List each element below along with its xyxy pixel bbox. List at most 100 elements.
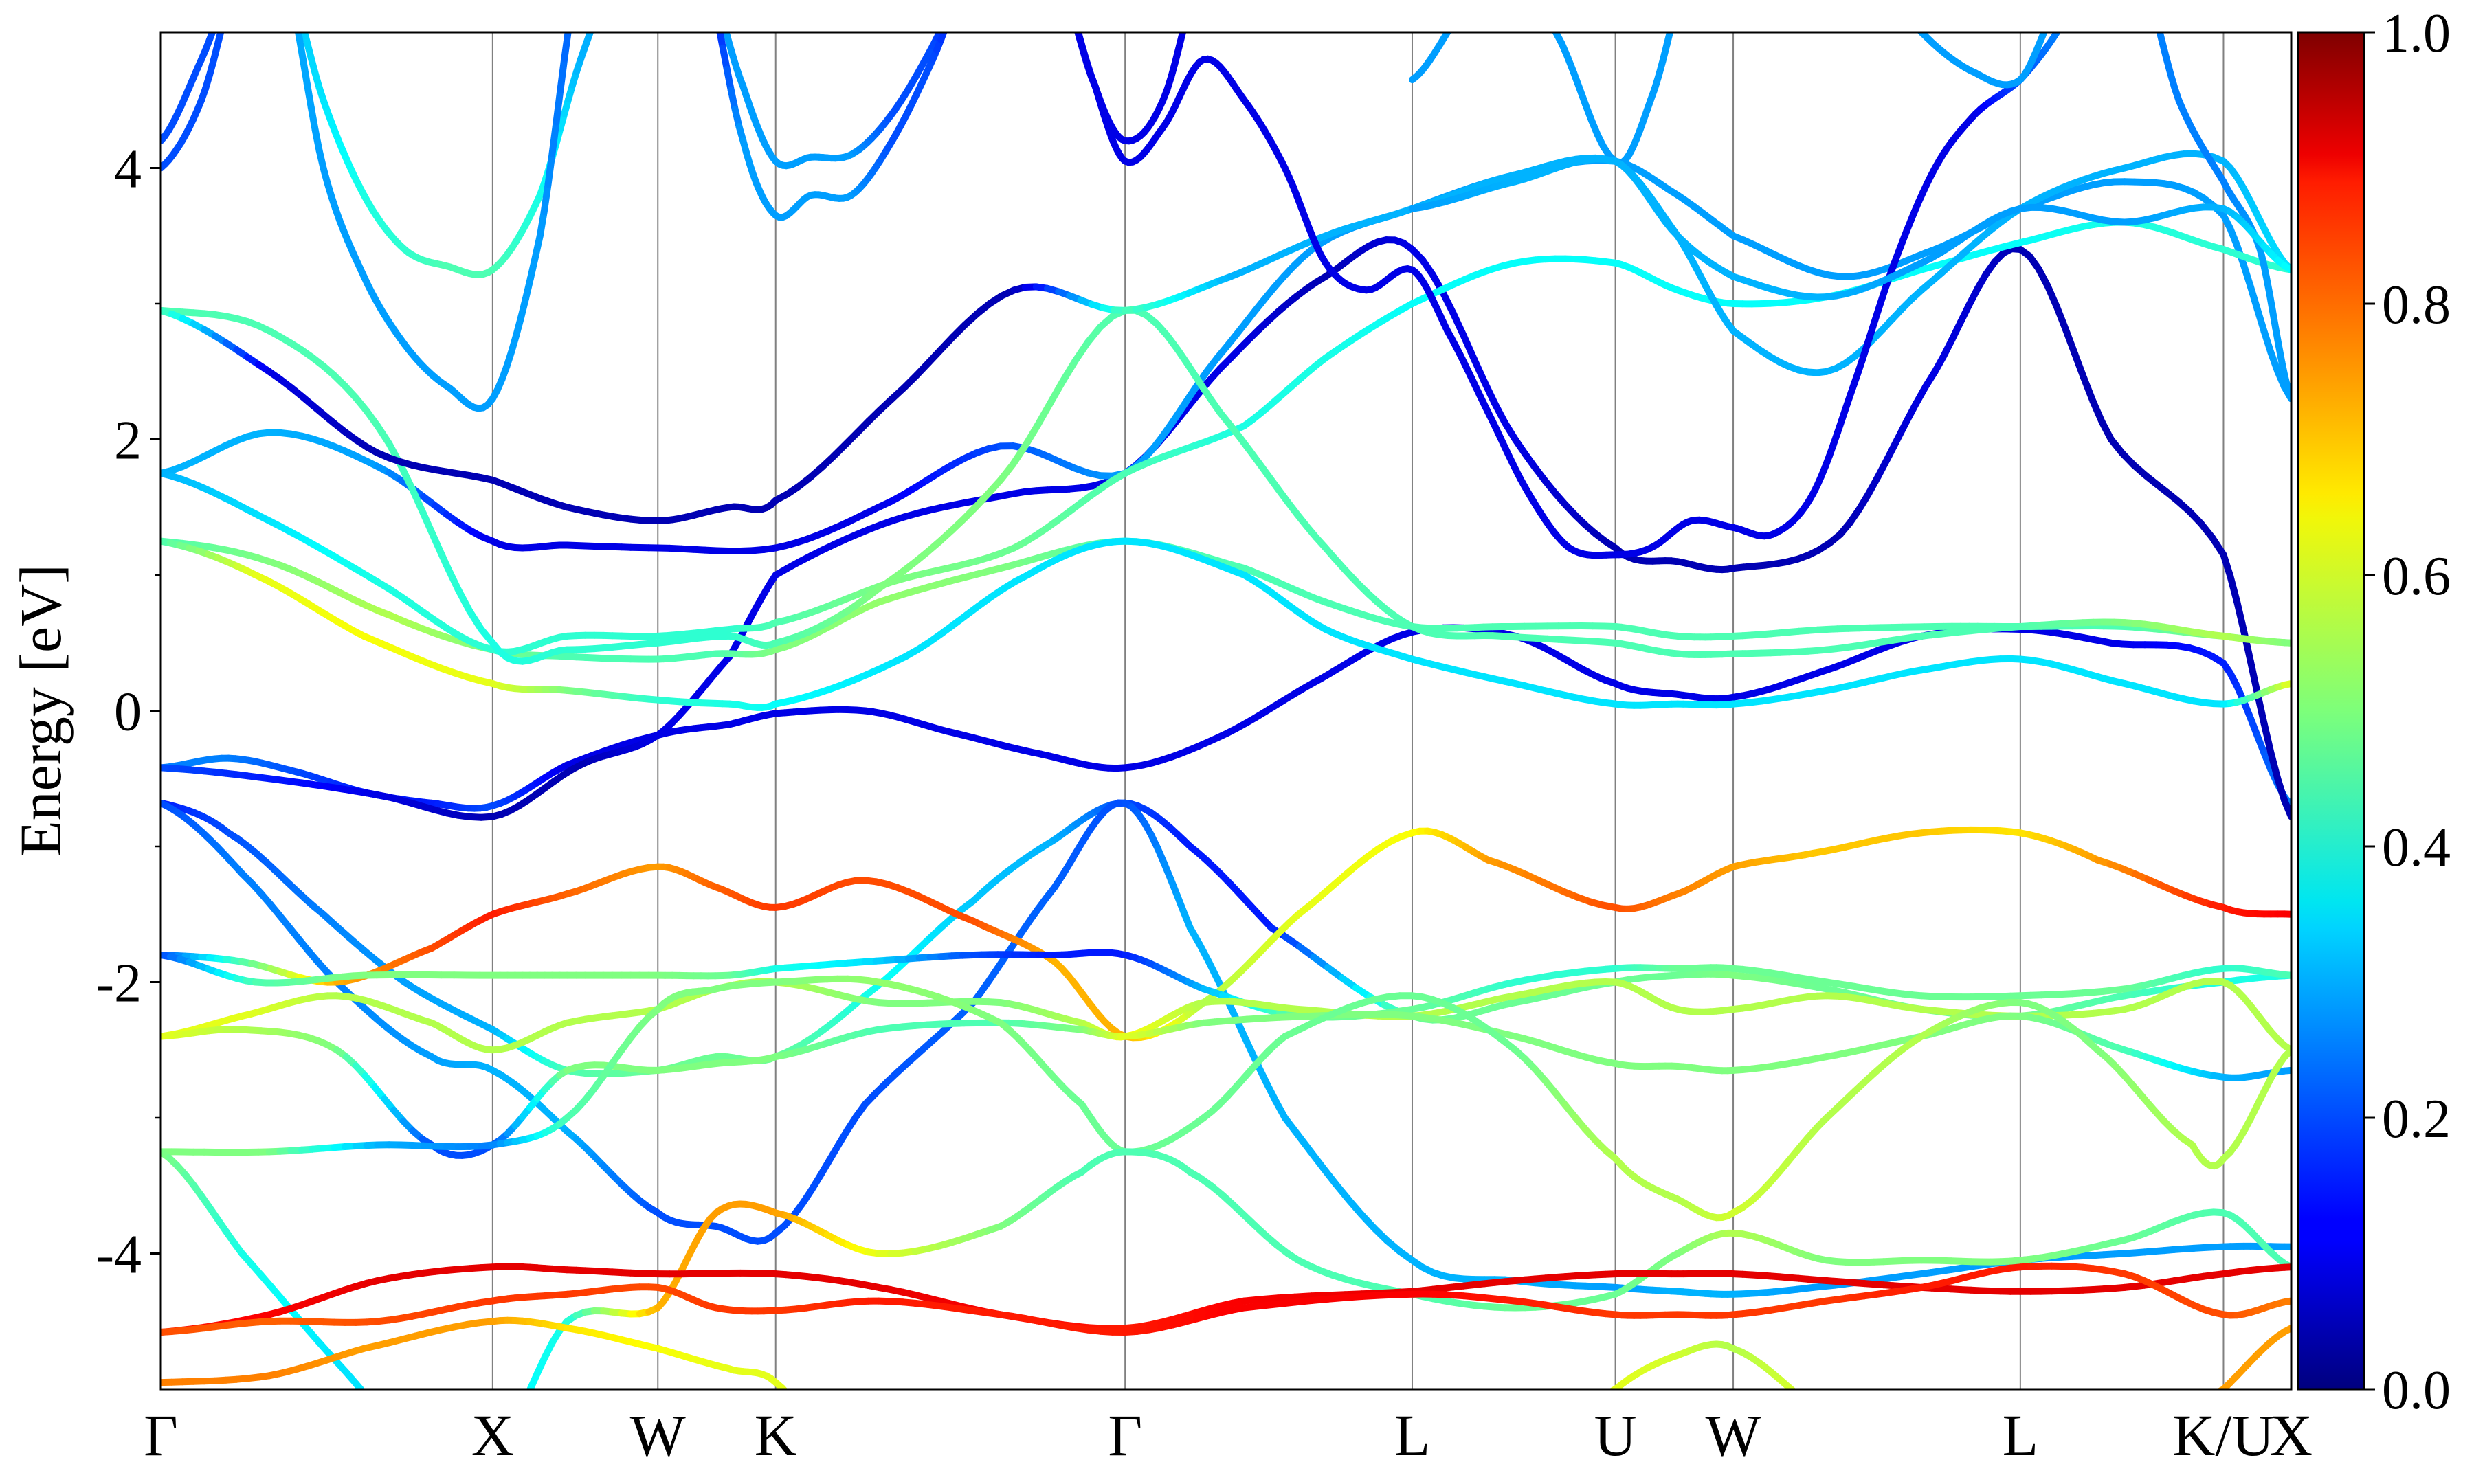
band-line <box>161 150 2291 524</box>
band-segment <box>1884 1445 1893 1448</box>
band-segment <box>1294 1131 1314 1155</box>
band-segment <box>601 0 605 3</box>
band-segment <box>879 1459 886 1461</box>
band-segment <box>1281 1114 1302 1138</box>
band-segment <box>2090 1457 2097 1460</box>
band-segment <box>719 44 731 73</box>
band-segment <box>2247 657 2261 697</box>
band-segment <box>716 32 726 52</box>
band-segment <box>422 1452 432 1457</box>
band-segment <box>597 3 601 14</box>
band-line <box>161 1262 2291 1336</box>
band-segment <box>1864 1437 1874 1441</box>
band-segment <box>872 1461 879 1462</box>
band-segment <box>1941 1460 1951 1461</box>
high-symmetry-lines <box>491 32 2225 1389</box>
band-segment <box>1827 1417 1836 1422</box>
band-segment <box>1047 377 1067 407</box>
band-segment <box>2274 775 2288 804</box>
band-segment <box>394 1426 403 1436</box>
band-segment <box>1798 1395 1808 1403</box>
band-segment <box>1495 1460 1505 1461</box>
band-segment <box>593 14 597 25</box>
band-segment <box>1884 436 1901 462</box>
band-segment <box>2281 971 2291 979</box>
band-segment <box>1034 399 1054 429</box>
band-segment <box>443 561 462 593</box>
band-segment <box>1234 1018 1251 1046</box>
band-segment <box>2260 720 2275 756</box>
band-segment <box>1991 1458 2001 1459</box>
band-segment <box>715 0 719 7</box>
band-segment <box>939 32 943 33</box>
band-segment <box>885 1459 892 1460</box>
band-segment <box>1535 1441 1546 1448</box>
band-segment <box>561 32 572 63</box>
band-segment <box>2053 303 2069 333</box>
band-segment <box>527 254 539 282</box>
band-segment <box>845 1460 851 1462</box>
band-segment <box>291 0 295 14</box>
band-segment <box>1262 1078 1279 1104</box>
band-segment <box>719 7 723 21</box>
band-segment <box>585 32 594 40</box>
band-segment <box>1491 399 1508 427</box>
band-segment <box>2267 749 2282 783</box>
band-segment <box>222 12 226 28</box>
band-segment <box>2281 1297 2291 1306</box>
band-line <box>161 537 2291 663</box>
band-segment <box>838 1457 845 1460</box>
band-segment <box>1921 1457 1931 1459</box>
band-segment <box>1071 339 1091 364</box>
band-line <box>161 306 2291 665</box>
band-segment <box>1188 0 1192 14</box>
band-line <box>161 537 2291 711</box>
band-line <box>161 624 2291 812</box>
band-segment <box>1460 332 1478 363</box>
band-segment <box>307 104 319 134</box>
band-line <box>161 1316 2291 1463</box>
band-segment <box>299 56 311 87</box>
band-line <box>161 157 2291 554</box>
band-segment <box>2071 350 2088 382</box>
band-segment <box>945 10 949 20</box>
band-segment <box>213 32 214 33</box>
band-segment <box>566 32 570 33</box>
band-segment <box>2233 598 2247 635</box>
band-segment <box>1555 1426 1565 1434</box>
band-segment <box>2080 374 2097 405</box>
band-line <box>161 0 1192 278</box>
band-segment <box>2220 551 2234 580</box>
band-segment <box>1893 418 1910 444</box>
band-segment <box>2281 680 2291 688</box>
band-segment <box>2281 639 2291 647</box>
band-segment <box>1067 0 1071 8</box>
band-segment <box>468 1470 474 1472</box>
band-segment <box>788 1395 794 1403</box>
band-segment <box>403 1436 413 1444</box>
band-segment <box>1243 1038 1260 1066</box>
band-segment <box>413 1444 423 1451</box>
band-segment <box>711 0 715 8</box>
band-segment <box>384 1417 394 1427</box>
band-segment <box>1306 1147 1327 1171</box>
band-segment <box>553 86 564 126</box>
band-segment <box>1443 1459 1453 1461</box>
band-segment <box>2240 262 2254 291</box>
band-line <box>161 236 2291 821</box>
band-line <box>161 949 2291 1021</box>
band-segment <box>311 126 323 155</box>
band-segment <box>851 1462 858 1463</box>
band-line <box>161 0 2291 559</box>
band-segment <box>1181 32 1186 34</box>
band-segment <box>2089 397 2106 426</box>
band-segment <box>2281 796 2291 820</box>
band-segment <box>1595 1395 1605 1402</box>
band-segment <box>515 1406 522 1422</box>
band-segment <box>892 1457 899 1458</box>
band-segment <box>1902 1452 1912 1454</box>
band-segment <box>296 32 307 63</box>
band-segment <box>557 55 568 93</box>
band-segment <box>2281 1325 2291 1336</box>
